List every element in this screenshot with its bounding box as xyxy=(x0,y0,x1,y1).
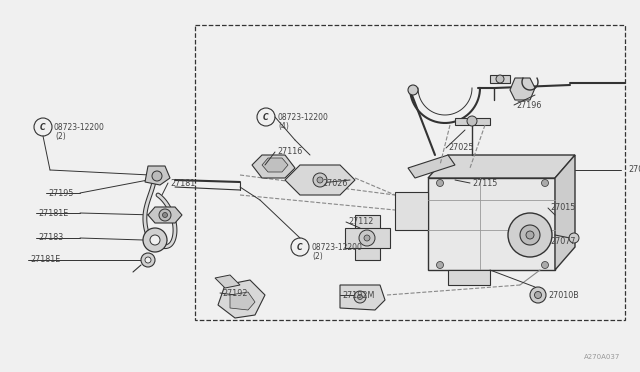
Text: 27026: 27026 xyxy=(322,179,348,187)
Text: 27015: 27015 xyxy=(550,203,575,212)
Circle shape xyxy=(313,173,327,187)
Polygon shape xyxy=(148,207,182,223)
Circle shape xyxy=(317,177,323,183)
Circle shape xyxy=(520,225,540,245)
Polygon shape xyxy=(455,118,490,125)
Circle shape xyxy=(526,231,534,239)
Circle shape xyxy=(541,262,548,269)
Text: 27192M: 27192M xyxy=(342,291,374,299)
Text: (4): (4) xyxy=(278,122,289,131)
Circle shape xyxy=(508,213,552,257)
Text: 27010: 27010 xyxy=(628,166,640,174)
Text: 08723-12200: 08723-12200 xyxy=(311,243,362,251)
Circle shape xyxy=(150,235,160,245)
Circle shape xyxy=(354,291,366,303)
Polygon shape xyxy=(215,275,240,288)
Circle shape xyxy=(530,287,546,303)
Text: 27010B: 27010B xyxy=(548,291,579,299)
Circle shape xyxy=(359,230,375,246)
Text: C: C xyxy=(297,243,303,251)
Polygon shape xyxy=(395,192,428,230)
Polygon shape xyxy=(355,215,380,260)
Text: 08723-12200: 08723-12200 xyxy=(277,112,328,122)
Text: (2): (2) xyxy=(312,251,323,260)
Polygon shape xyxy=(408,155,455,178)
Circle shape xyxy=(436,262,444,269)
Text: 08723-12200: 08723-12200 xyxy=(54,122,105,131)
Text: 27181E: 27181E xyxy=(30,256,60,264)
Circle shape xyxy=(534,292,541,298)
Text: 27112: 27112 xyxy=(348,218,373,227)
Circle shape xyxy=(364,235,370,241)
Circle shape xyxy=(408,85,418,95)
Text: 27183: 27183 xyxy=(38,234,63,243)
Circle shape xyxy=(159,209,171,221)
Circle shape xyxy=(163,212,168,218)
Text: 27115: 27115 xyxy=(472,179,497,187)
Circle shape xyxy=(496,75,504,83)
Polygon shape xyxy=(448,270,490,285)
Text: 27077: 27077 xyxy=(550,237,575,247)
Circle shape xyxy=(141,253,155,267)
Circle shape xyxy=(358,295,362,299)
Text: 27116: 27116 xyxy=(277,148,302,157)
Text: 27196: 27196 xyxy=(516,100,541,109)
Circle shape xyxy=(467,116,477,126)
Text: 27025: 27025 xyxy=(448,144,474,153)
Circle shape xyxy=(143,228,167,252)
Text: 27181: 27181 xyxy=(170,179,195,187)
Polygon shape xyxy=(285,165,355,195)
Text: 27195: 27195 xyxy=(48,189,74,198)
Text: 27192: 27192 xyxy=(222,289,248,298)
Polygon shape xyxy=(345,228,390,248)
Circle shape xyxy=(145,257,151,263)
Polygon shape xyxy=(230,292,255,310)
Polygon shape xyxy=(218,280,265,318)
Circle shape xyxy=(569,233,579,243)
Bar xyxy=(195,25,625,320)
Polygon shape xyxy=(145,166,170,185)
Polygon shape xyxy=(262,158,288,172)
Text: (2): (2) xyxy=(55,131,66,141)
Polygon shape xyxy=(428,155,575,178)
Polygon shape xyxy=(340,285,385,310)
Polygon shape xyxy=(490,75,510,83)
Circle shape xyxy=(541,180,548,186)
Text: 27181E: 27181E xyxy=(38,208,68,218)
Circle shape xyxy=(152,171,162,181)
Polygon shape xyxy=(428,178,555,270)
Text: C: C xyxy=(40,122,46,131)
Text: A270A037: A270A037 xyxy=(584,354,620,360)
Text: C: C xyxy=(263,112,269,122)
Circle shape xyxy=(436,180,444,186)
Polygon shape xyxy=(555,155,575,270)
Polygon shape xyxy=(510,78,535,100)
Polygon shape xyxy=(252,155,295,178)
